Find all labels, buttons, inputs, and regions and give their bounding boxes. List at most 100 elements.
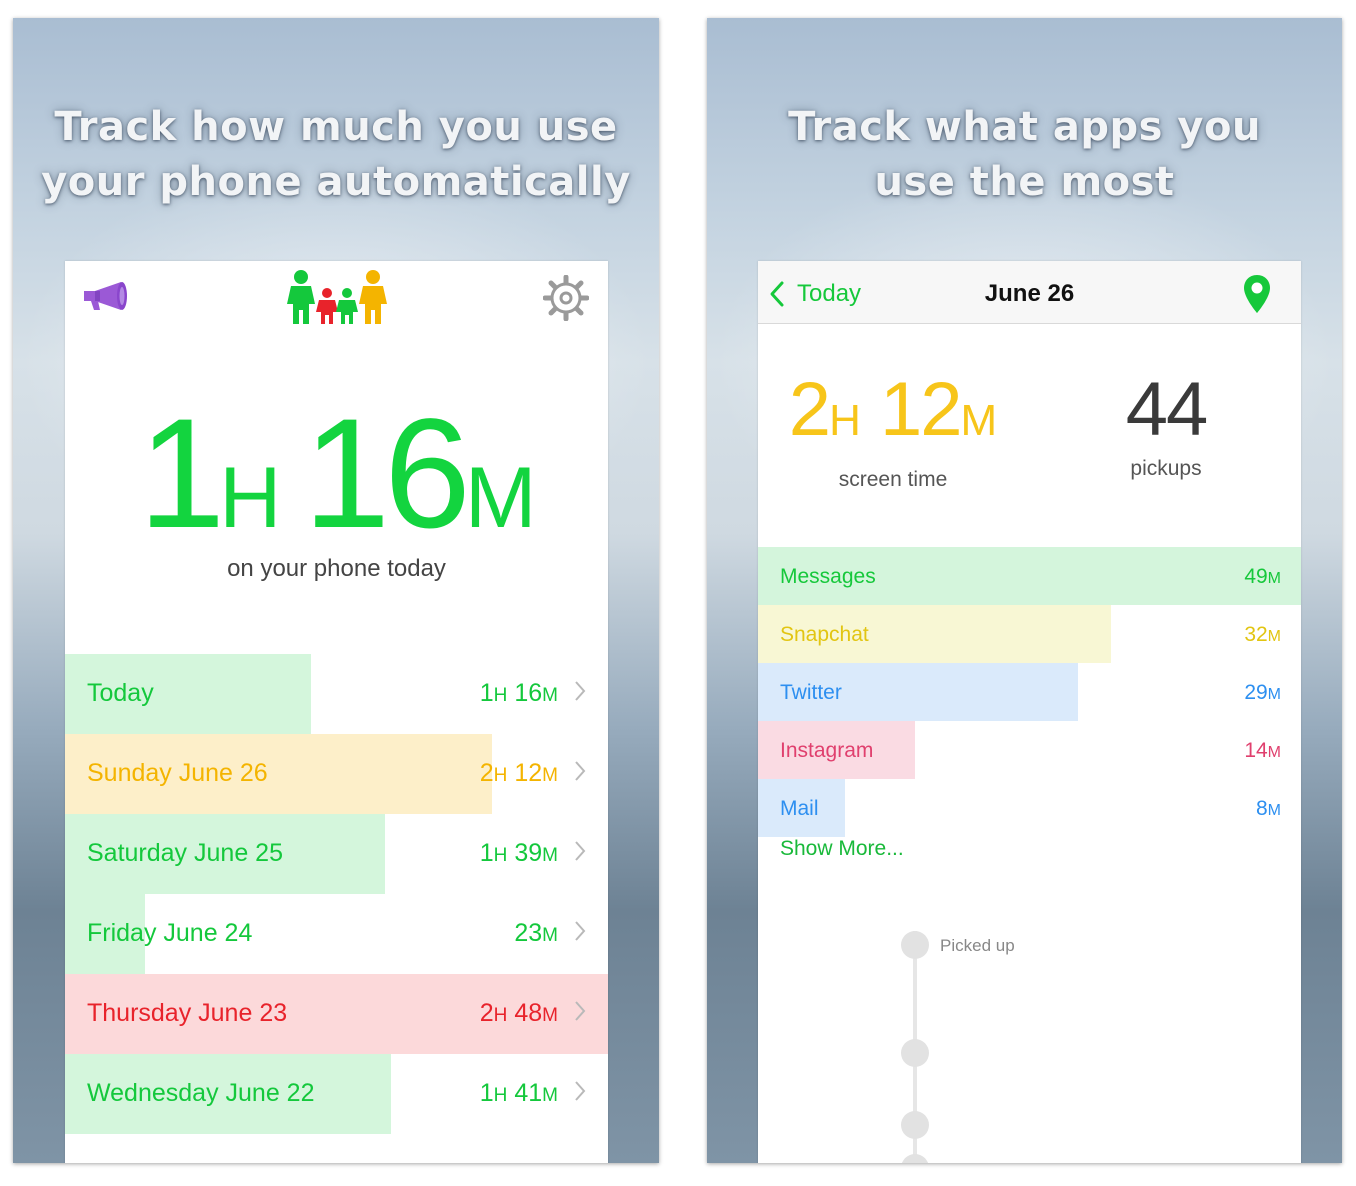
app-minutes: 14M xyxy=(1244,739,1281,763)
day-duration: 1H 39M xyxy=(480,839,558,868)
day-label: Thursday June 23 xyxy=(87,999,288,1027)
total-hours: 1 xyxy=(138,387,225,561)
nav-title: June 26 xyxy=(984,280,1075,307)
minute-unit: M xyxy=(542,845,558,866)
day-label: Today xyxy=(87,679,154,707)
duration-minutes: 39 xyxy=(514,839,543,867)
duration-hours: 1 xyxy=(479,839,494,867)
headline-usage: Track how much you use your phone automa… xyxy=(13,100,659,210)
navigation-bar: Today June 26 xyxy=(758,261,1301,324)
usage-bar xyxy=(65,974,608,1054)
usage-bar xyxy=(65,654,311,734)
screen-time-stat: 2H 12M screen time xyxy=(763,369,1023,492)
megaphone-icon[interactable] xyxy=(81,280,129,312)
screenshot-panel-usage: Track how much you use your phone automa… xyxy=(13,18,659,1163)
minute-unit: M xyxy=(542,765,558,786)
timeline-dot xyxy=(901,1039,929,1067)
app-usage-bar xyxy=(758,663,1078,721)
back-button[interactable]: Today xyxy=(797,280,862,307)
timeline-dot xyxy=(901,931,929,959)
headline-line-2: use the most xyxy=(874,159,1175,205)
screen-time-label: screen time xyxy=(838,468,948,491)
pickups-stat: 44 pickups xyxy=(1036,369,1296,481)
screen-hours: 2 xyxy=(788,367,831,452)
day-duration: 1H 16M xyxy=(480,679,558,708)
app-name: Messages xyxy=(780,565,876,588)
show-more-link[interactable]: Show More... xyxy=(780,837,904,860)
hour-unit: H xyxy=(493,1085,508,1106)
day-label: Friday June 24 xyxy=(87,919,253,947)
duration-minutes: 23 xyxy=(514,919,543,947)
total-minutes: 16 xyxy=(303,387,471,561)
day-duration: 2H 48M xyxy=(480,999,558,1028)
total-time-today: 1H 16M xyxy=(65,396,608,552)
day-row[interactable]: Sunday June 26 2H 12M xyxy=(65,734,608,814)
total-hour-unit: H xyxy=(219,450,281,546)
day-label: Saturday June 25 xyxy=(87,839,283,867)
day-row[interactable]: Wednesday June 22 1H 41M xyxy=(65,1054,608,1134)
usage-bar xyxy=(65,1054,391,1134)
app-minutes: 32M xyxy=(1244,623,1281,647)
screen-minute-unit: M xyxy=(960,396,998,445)
day-row[interactable]: Today 1H 16M xyxy=(65,654,608,734)
headline-line-1: Track how much you use xyxy=(54,104,618,150)
day-row[interactable]: Friday June 24 23M xyxy=(65,894,608,974)
app-row[interactable]: Mail 8M xyxy=(758,779,1301,837)
app-usage-bar xyxy=(758,547,1301,605)
phone-screen-home: 1H 16M on your phone today Today 1H 16M Sun… xyxy=(65,261,608,1163)
map-pin-icon[interactable] xyxy=(1242,273,1272,315)
app-name: Instagram xyxy=(780,739,874,762)
app-row[interactable]: Messages 49M xyxy=(758,547,1301,605)
chevron-right-icon xyxy=(575,921,586,941)
minute-unit: M xyxy=(542,1005,558,1026)
minute-unit: M xyxy=(542,925,558,946)
headline-apps: Track what apps you use the most xyxy=(707,100,1342,210)
day-label: Sunday June 26 xyxy=(87,759,268,787)
day-duration: 2H 12M xyxy=(480,759,558,788)
duration-minutes: 41 xyxy=(514,1079,543,1107)
minute-unit: M xyxy=(1267,802,1281,819)
chevron-left-icon[interactable] xyxy=(769,280,785,308)
minute-unit: M xyxy=(542,685,558,706)
duration-minutes: 16 xyxy=(514,679,543,707)
day-label: Wednesday June 22 xyxy=(87,1079,315,1107)
duration-minutes: 48 xyxy=(514,999,543,1027)
usage-bar xyxy=(65,894,145,974)
total-minute-unit: M xyxy=(464,450,537,546)
family-icon xyxy=(287,270,387,324)
app-row[interactable]: Twitter 29M xyxy=(758,663,1301,721)
minutes-value: 14 xyxy=(1244,739,1268,762)
app-name: Mail xyxy=(780,797,819,820)
chevron-right-icon xyxy=(575,1081,586,1101)
headline-line-2: your phone automatically xyxy=(41,159,631,205)
headline-line-1: Track what apps you xyxy=(788,104,1261,150)
minutes-value: 8 xyxy=(1255,797,1268,820)
app-usage-bar xyxy=(758,779,845,837)
hour-unit: H xyxy=(493,845,508,866)
day-row[interactable]: Saturday June 25 1H 39M xyxy=(65,814,608,894)
timeline-dot xyxy=(901,1154,929,1163)
app-row[interactable]: Snapchat 32M xyxy=(758,605,1301,663)
screen-time-value: 2H 12M xyxy=(763,369,1023,462)
app-row[interactable]: Instagram 14M xyxy=(758,721,1301,779)
phone-screen-day-detail: Today June 26 2H 12M screen time 44 pick… xyxy=(758,261,1301,1163)
screenshot-panel-apps: Track what apps you use the most Today J… xyxy=(707,18,1342,1163)
app-name: Twitter xyxy=(780,681,842,704)
day-row[interactable]: Thursday June 23 2H 48M xyxy=(65,974,608,1054)
screen-hour-unit: H xyxy=(829,396,861,445)
minute-unit: M xyxy=(1267,744,1281,761)
chevron-right-icon xyxy=(575,841,586,861)
timeline-label: Picked up xyxy=(940,936,1015,955)
gear-icon[interactable] xyxy=(543,275,589,321)
duration-hours: 2 xyxy=(479,999,494,1027)
chevron-right-icon xyxy=(575,1001,586,1021)
chevron-right-icon xyxy=(575,761,586,781)
app-usage-bar xyxy=(758,721,915,779)
app-minutes: 49M xyxy=(1244,565,1281,589)
minutes-value: 49 xyxy=(1244,565,1268,588)
duration-hours: 2 xyxy=(479,759,494,787)
duration-hours: 1 xyxy=(479,1079,494,1107)
day-duration: 23M xyxy=(514,919,558,948)
pickups-label: pickups xyxy=(1130,457,1202,480)
minutes-value: 29 xyxy=(1244,681,1268,704)
